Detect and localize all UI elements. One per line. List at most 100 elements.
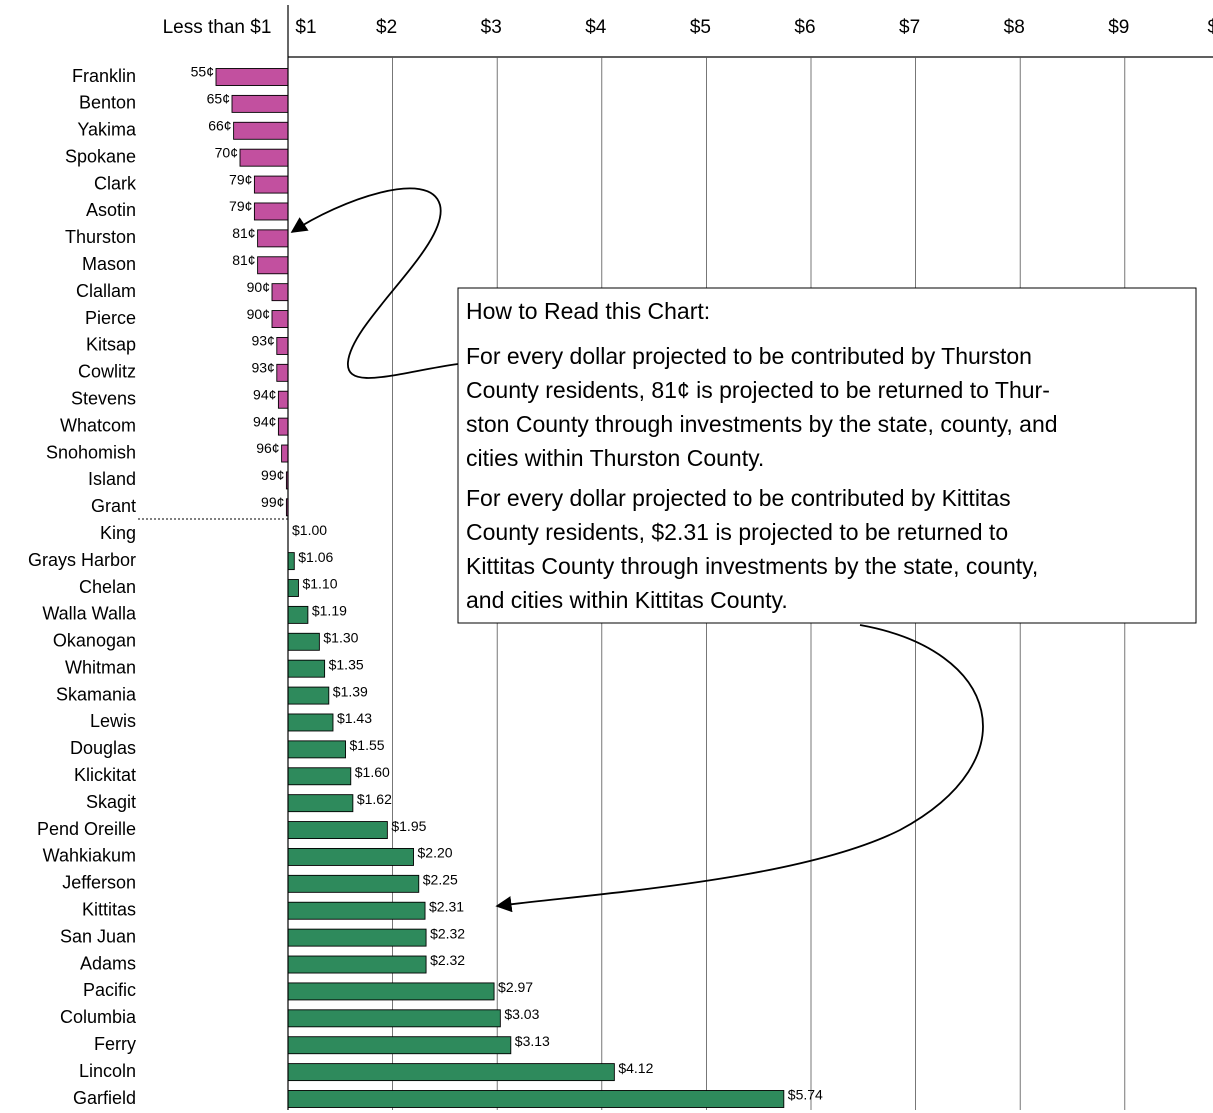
category-label: Grant	[91, 496, 136, 516]
category-label: Clallam	[76, 281, 136, 301]
value-label: $1.30	[323, 629, 358, 645]
category-label: Skagit	[86, 792, 136, 812]
value-label: $1.55	[350, 737, 385, 753]
category-label: Pend Oreille	[37, 819, 136, 839]
category-label: Garfield	[73, 1088, 136, 1108]
value-label: 93¢	[251, 360, 274, 376]
x-tick-label: $4	[585, 17, 607, 38]
value-label: 93¢	[251, 333, 274, 349]
category-label: Ferry	[94, 1034, 136, 1054]
category-label: Stevens	[71, 388, 136, 408]
annotation: How to Read this Chart: For every dollar …	[457, 287, 1197, 624]
bar	[287, 659, 326, 678]
bar	[215, 68, 289, 86]
value-label: $5.74	[788, 1087, 823, 1103]
category-label: Whatcom	[60, 415, 136, 435]
value-label: $1.39	[333, 683, 368, 699]
category-label: Lewis	[90, 711, 136, 731]
category-label: Jefferson	[62, 873, 136, 893]
value-label: $4.12	[618, 1060, 653, 1076]
value-label: 90¢	[247, 279, 270, 295]
bar	[253, 175, 289, 194]
value-label: 65¢	[207, 91, 230, 107]
annotation-line: and cities within Kittitas County.	[466, 587, 788, 613]
x-tick-label: $2	[376, 17, 397, 38]
category-label: Chelan	[79, 577, 136, 597]
value-label: $2.32	[430, 952, 465, 968]
category-label: Pacific	[83, 980, 136, 1000]
category-label: Mason	[82, 254, 136, 274]
bar	[277, 417, 289, 436]
category-label: Okanogan	[53, 631, 136, 651]
category-label: Benton	[79, 93, 136, 113]
category-label: Kitsap	[86, 335, 136, 355]
bar	[276, 363, 289, 382]
category-label: Clark	[94, 173, 137, 193]
value-label: 79¢	[229, 198, 252, 214]
bar	[287, 901, 426, 920]
bar	[277, 390, 289, 409]
category-label: Adams	[80, 953, 136, 973]
value-label: $1.43	[337, 710, 372, 726]
bar	[257, 229, 289, 248]
category-label: Franklin	[72, 66, 136, 86]
category-label: Kittitas	[82, 899, 136, 919]
bar	[287, 847, 414, 866]
category-label: Skamania	[56, 684, 137, 704]
value-label: $1.06	[298, 549, 333, 565]
bar	[231, 94, 289, 113]
bars	[215, 68, 785, 1108]
value-label: $1.62	[357, 791, 392, 807]
category-label: Pierce	[85, 308, 136, 328]
value-label: 66¢	[208, 117, 231, 133]
value-label: 70¢	[215, 144, 238, 160]
value-label: 96¢	[256, 440, 279, 456]
bar	[257, 256, 289, 275]
value-label: 79¢	[229, 171, 252, 187]
x-tick-label: $5	[690, 17, 711, 38]
x-tick-label: $8	[1004, 17, 1025, 38]
bar	[271, 283, 289, 302]
bar	[287, 1036, 512, 1055]
bar	[253, 202, 289, 221]
bar	[281, 444, 289, 463]
annotation-line: ston County through investments by the s…	[466, 411, 1058, 437]
bar	[287, 821, 388, 840]
value-label: $2.25	[423, 872, 458, 888]
annotation-line: Kittitas County through investments by t…	[466, 553, 1038, 579]
arrow	[495, 624, 984, 913]
value-label: $2.31	[429, 898, 464, 914]
value-label: $3.03	[504, 1006, 539, 1022]
x-tick-label: $3	[481, 17, 502, 38]
bar	[287, 1090, 785, 1108]
annotation-line: For every dollar projected to be contrib…	[466, 485, 1011, 511]
value-label: 94¢	[253, 386, 276, 402]
bar	[287, 552, 295, 571]
arrow	[290, 187, 459, 379]
category-label: Klickitat	[74, 765, 136, 785]
bar	[287, 713, 334, 732]
value-label: 81¢	[232, 225, 255, 241]
value-label: $1.10	[302, 576, 337, 592]
x-tick-label: $9	[1108, 17, 1129, 38]
value-label: 94¢	[253, 413, 276, 429]
bar	[287, 686, 330, 705]
value-label: $2.32	[430, 925, 465, 941]
category-label: Snohomish	[46, 442, 136, 462]
category-label: Island	[88, 469, 136, 489]
bar	[287, 579, 299, 597]
category-label: Wahkiakum	[43, 846, 136, 866]
value-label: 99¢	[261, 494, 284, 510]
annotation-line: For every dollar projected to be contrib…	[466, 343, 1032, 369]
bar	[287, 605, 309, 624]
annotation-box	[457, 287, 1197, 624]
x-tick-label: $6	[794, 17, 815, 38]
category-label: Spokane	[65, 146, 136, 166]
bar	[287, 928, 427, 947]
category-label: Cowlitz	[78, 362, 136, 382]
category-label: Whitman	[65, 657, 136, 677]
value-label: 55¢	[191, 64, 214, 80]
bar	[287, 982, 495, 1001]
left-axis-label: Less than $1	[163, 17, 272, 38]
